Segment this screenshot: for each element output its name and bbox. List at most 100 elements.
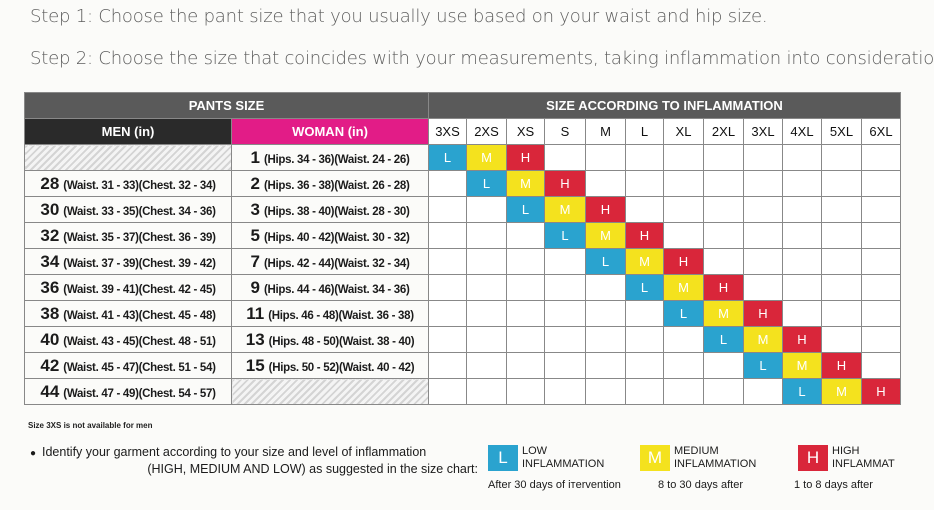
inflammation-level-cell: L (428, 144, 467, 171)
empty-cell (703, 378, 744, 405)
empty-cell (663, 196, 704, 223)
men-size-cell: 32 (Waist. 35 - 37)(Chest. 36 - 39) (24, 222, 232, 249)
size-column-header: 3XS (428, 118, 467, 145)
inflammation-level-cell: H (861, 378, 901, 405)
empty-cell (743, 170, 783, 197)
empty-cell (861, 274, 901, 301)
empty-cell (625, 196, 664, 223)
inflammation-level-cell: H (506, 144, 545, 171)
high-duration: 1 to 8 days after (794, 479, 873, 491)
table-row: 44 (Waist. 47 - 49)(Chest. 54 - 57) L M H (24, 378, 901, 405)
inflammation-level-cell: M (782, 352, 822, 379)
woman-size: 11 (246, 303, 265, 323)
inflammation-level-cell: L (663, 300, 704, 327)
woman-size-cell: 13 (Hips. 48 - 50)(Waist. 38 - 40) (231, 326, 429, 353)
men-size-cell: 38 (Waist. 41 - 43)(Chest. 45 - 48) (24, 300, 232, 327)
woman-measurements: (Hips. 48 - 50)(Waist. 38 - 40) (268, 335, 415, 348)
size-column-header: 2XL (703, 118, 744, 145)
empty-cell (625, 378, 664, 405)
inflammation-level-cell: M (466, 144, 507, 171)
unavailable-woman-cell (231, 378, 429, 405)
empty-cell (466, 196, 507, 223)
table-row: 40 (Waist. 43 - 45)(Chest. 48 - 51) 13 (Hip… (24, 326, 901, 353)
empty-cell (544, 248, 586, 275)
empty-cell (428, 170, 467, 197)
men-header: MEN (in) (24, 118, 232, 145)
inflammation-level-cell: M (506, 170, 545, 197)
men-measurements: (Waist. 45 - 47)(Chest. 51 - 54) (63, 361, 216, 374)
empty-cell (506, 326, 545, 353)
empty-cell (782, 170, 822, 197)
empty-cell (782, 248, 822, 275)
inflammation-level-cell: H (585, 196, 626, 223)
empty-cell (506, 352, 545, 379)
empty-cell (506, 378, 545, 405)
inflammation-level-cell: L (544, 222, 586, 249)
identify-line-1: Identify your garment according to your … (42, 445, 427, 459)
table-row: 30 (Waist. 33 - 35)(Chest. 34 - 36) 3 (Hips… (24, 196, 901, 223)
empty-cell (663, 378, 704, 405)
empty-cell (861, 222, 901, 249)
size-column-header: 4XL (782, 118, 822, 145)
empty-cell (585, 274, 626, 301)
size-column-header: 5XL (821, 118, 862, 145)
men-size-cell: 30 (Waist. 33 - 35)(Chest. 34 - 36) (24, 196, 232, 223)
inflammation-level-cell: L (782, 378, 822, 405)
empty-cell (821, 196, 862, 223)
men-size-cell: 36 (Waist. 39 - 41)(Chest. 42 - 45) (24, 274, 232, 301)
woman-size: 7 (250, 251, 260, 271)
empty-cell (703, 196, 744, 223)
men-size-cell: 42 (Waist. 45 - 47)(Chest. 51 - 54) (24, 352, 232, 379)
empty-cell (625, 170, 664, 197)
empty-cell (703, 352, 744, 379)
empty-cell (428, 300, 467, 327)
men-size: 44 (40, 381, 60, 401)
empty-cell (506, 300, 545, 327)
inflammation-level-cell: L (743, 352, 783, 379)
size-column-header: L (625, 118, 664, 145)
empty-cell (544, 144, 586, 171)
size-chart-table: PANTS SIZE SIZE ACCORDING TO INFLAMMATIO… (24, 92, 901, 405)
empty-cell (821, 326, 862, 353)
men-size: 36 (40, 277, 60, 297)
empty-cell (861, 352, 901, 379)
men-size: 28 (40, 173, 60, 193)
empty-cell (428, 222, 467, 249)
empty-cell (625, 352, 664, 379)
inflammation-size-header: SIZE ACCORDING TO INFLAMMATION (428, 92, 901, 119)
empty-cell (466, 222, 507, 249)
inflammation-level-cell: L (466, 170, 507, 197)
empty-cell (506, 248, 545, 275)
inflammation-level-cell: L (703, 326, 744, 353)
men-size: 42 (40, 355, 60, 375)
table-row: 1 (Hips. 34 - 36)(Waist. 24 - 26) L M H (24, 144, 901, 171)
empty-cell (743, 196, 783, 223)
empty-cell (466, 274, 507, 301)
empty-cell (625, 144, 664, 171)
low-label: LOW INFLAMMATION (522, 445, 605, 470)
men-measurements: (Waist. 31 - 33)(Chest. 32 - 34) (63, 179, 216, 192)
pants-size-header: PANTS SIZE (24, 92, 429, 119)
empty-cell (663, 222, 704, 249)
low-duration: After 30 days of iтervention (488, 479, 621, 491)
inflammation-level-cell: H (663, 248, 704, 275)
empty-cell (585, 378, 626, 405)
empty-cell (585, 352, 626, 379)
empty-cell (544, 352, 586, 379)
empty-cell (585, 300, 626, 327)
empty-cell (428, 274, 467, 301)
size-availability-note: Size 3XS is not available for men (28, 421, 153, 430)
woman-size: 9 (250, 277, 260, 297)
woman-size: 5 (250, 225, 260, 245)
empty-cell (703, 170, 744, 197)
table-row: 36 (Waist. 39 - 41)(Chest. 42 - 45) 9 (Hips… (24, 274, 901, 301)
empty-cell (861, 170, 901, 197)
medium-label: MEDIUM INFLAMMATION (674, 445, 757, 470)
empty-cell (428, 196, 467, 223)
empty-cell (821, 170, 862, 197)
inflammation-level-cell: L (625, 274, 664, 301)
men-measurements: (Waist. 33 - 35)(Chest. 34 - 36) (63, 205, 216, 218)
inflammation-level-cell: M (585, 222, 626, 249)
empty-cell (506, 274, 545, 301)
inflammation-level-cell: H (743, 300, 783, 327)
